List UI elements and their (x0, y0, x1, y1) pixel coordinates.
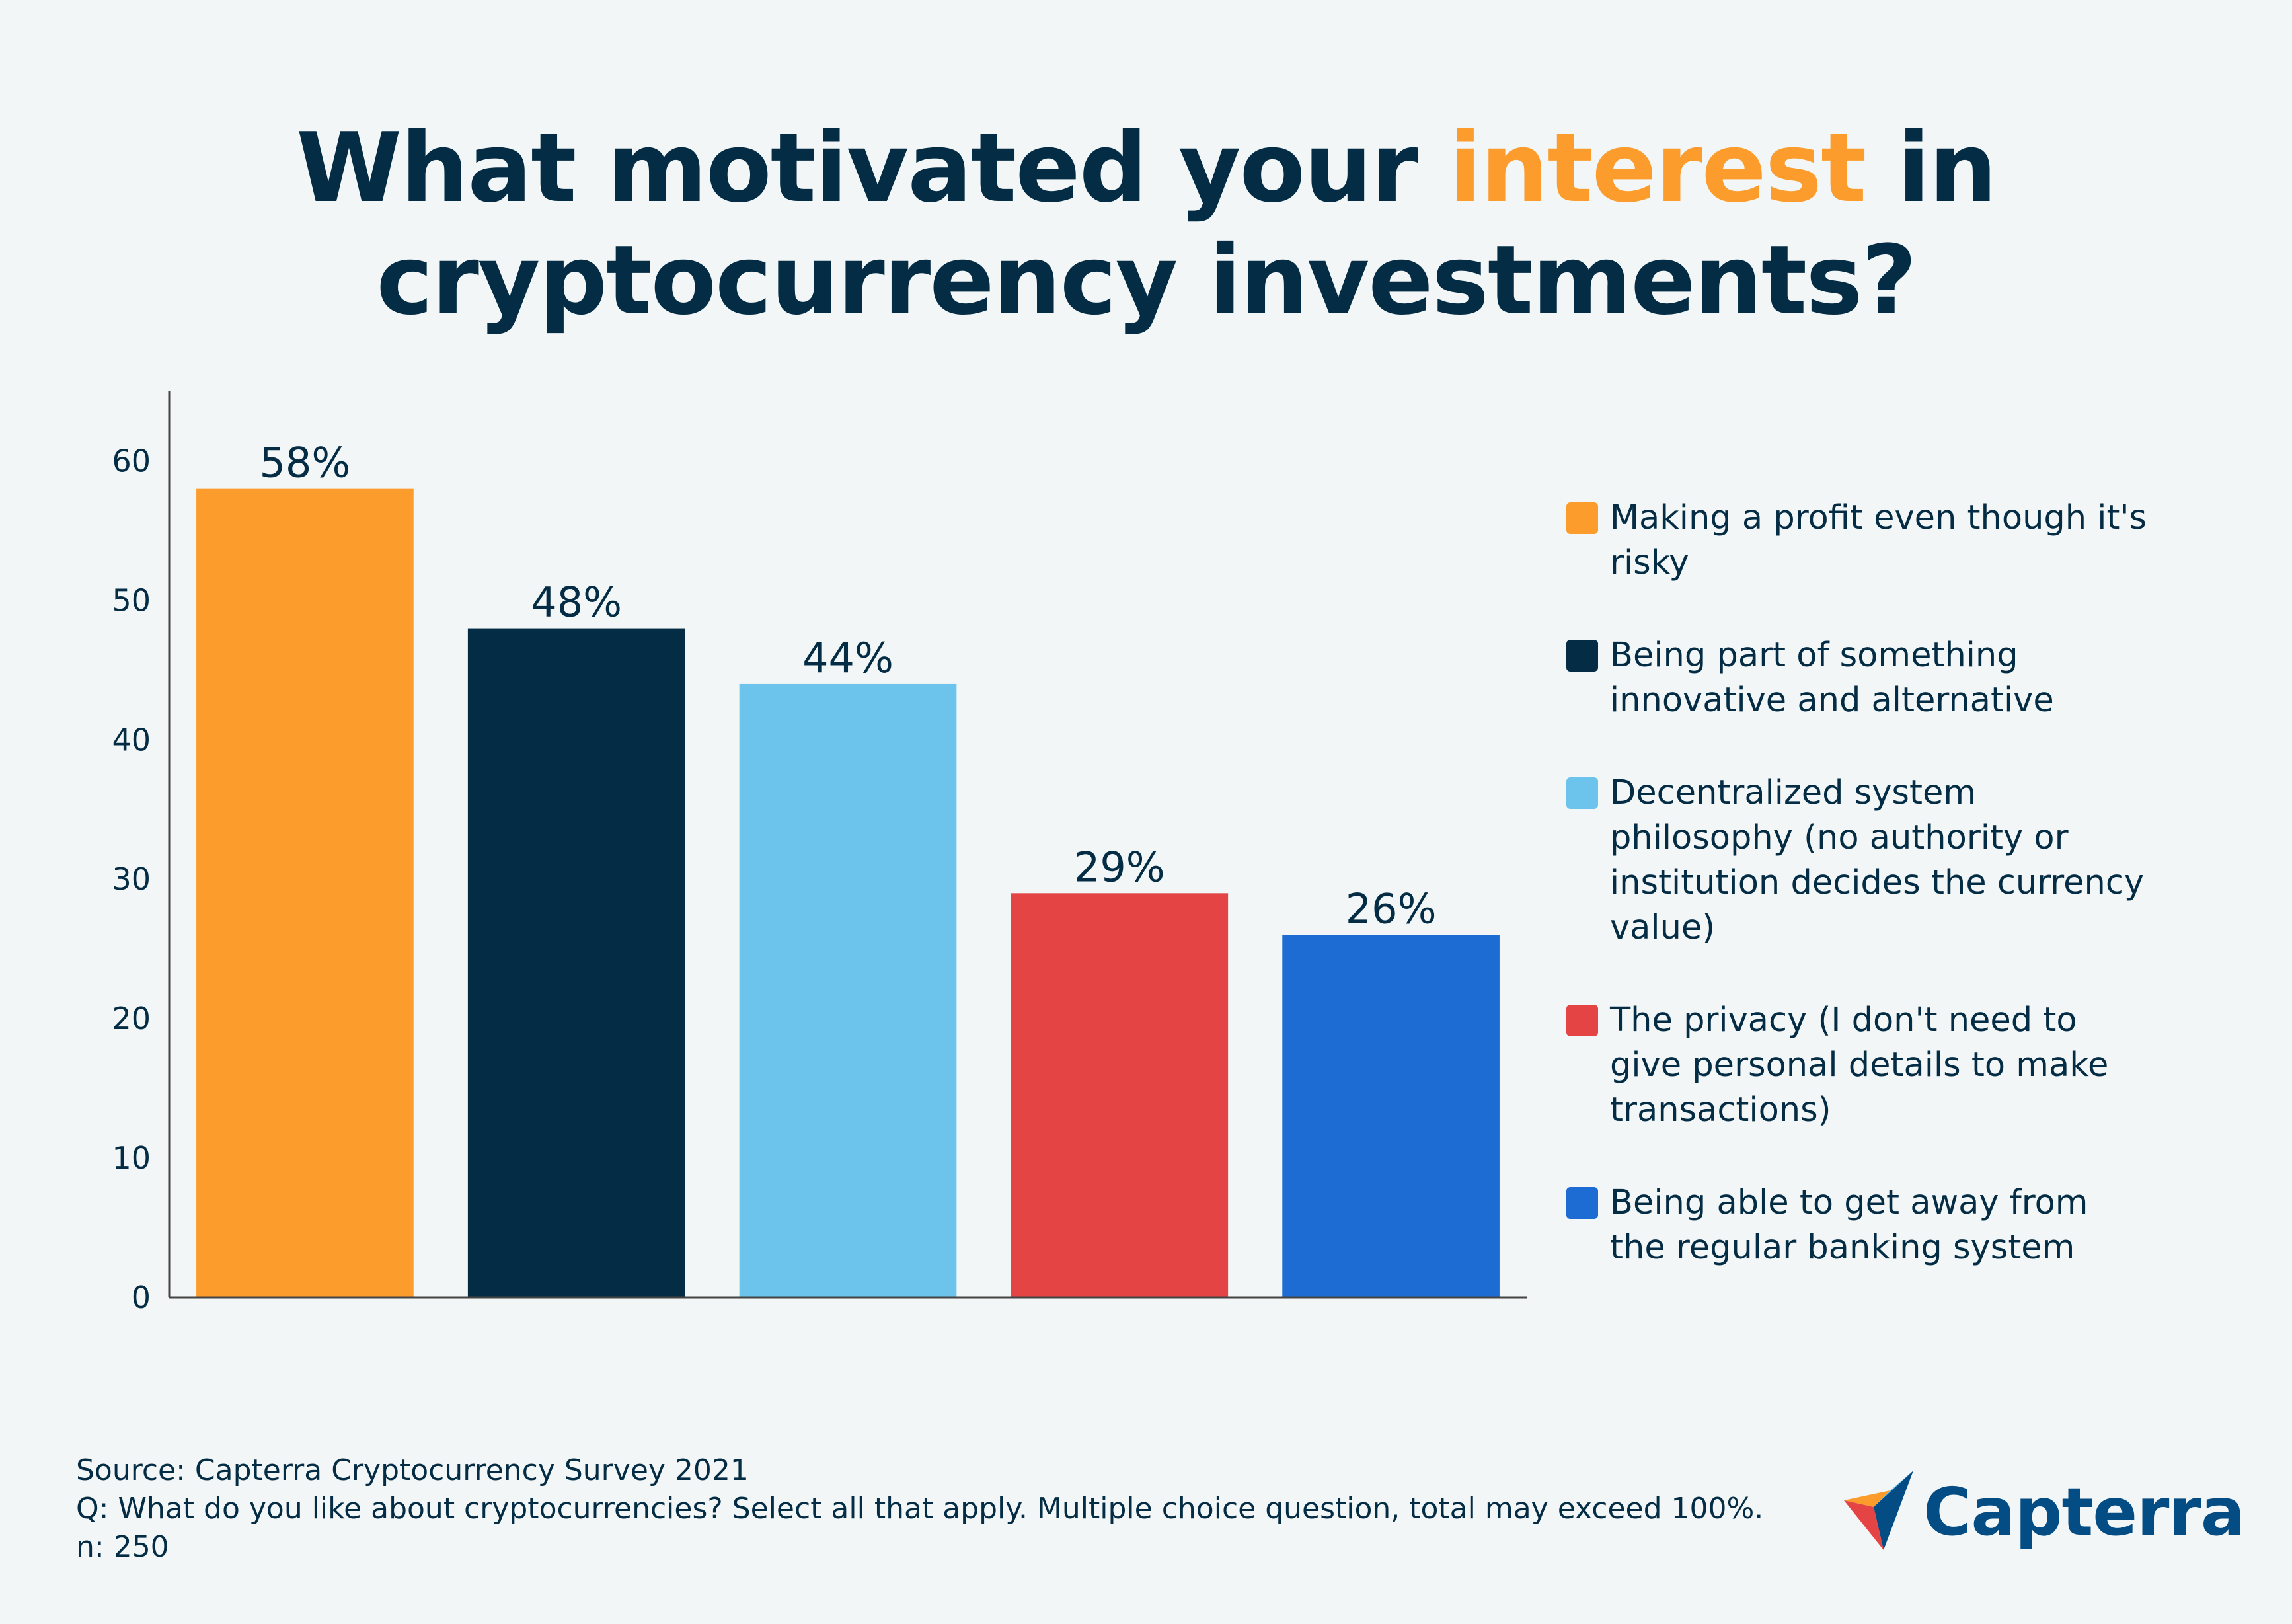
legend-item-banking: Being able to get away from the regular … (1566, 1180, 2161, 1270)
legend-swatch (1566, 640, 1598, 672)
logo-text: Capterra (1923, 1473, 2245, 1551)
legend-item-decentralized: Decentralized system philosophy (no auth… (1566, 771, 2161, 950)
sample-size-note: n: 250 (76, 1530, 169, 1564)
title-highlight: interest (1449, 112, 1866, 224)
title-line-1: What motivated your interest in (296, 112, 1997, 224)
legend-swatch (1566, 1005, 1598, 1036)
chart-title: What motivated your interest in cryptocu… (0, 112, 2292, 337)
legend-swatch (1566, 1187, 1598, 1219)
legend-item-privacy: The privacy (I don't need to give person… (1566, 998, 2161, 1133)
legend-swatch (1566, 502, 1598, 534)
y-axis-ticks: 0 10 20 30 40 50 60 (112, 443, 151, 1315)
bar (1011, 893, 1229, 1297)
y-tick-label: 60 (112, 443, 151, 479)
y-tick-label: 10 (112, 1140, 151, 1176)
legend-item-profit: Making a profit even though it's risky (1566, 496, 2161, 586)
bar (1282, 935, 1500, 1297)
bar-value-label: 26% (1346, 885, 1437, 933)
legend: Making a profit even though it's risky B… (1566, 496, 2161, 1318)
footer-notes: Source: Capterra Cryptocurrency Survey 2… (76, 1451, 1763, 1566)
y-tick-label: 50 (112, 582, 151, 618)
y-tick-label: 20 (112, 1001, 151, 1036)
bar (467, 628, 685, 1297)
y-tick-label: 30 (112, 861, 151, 897)
bar-value-label: 44% (802, 634, 894, 682)
source-note: Source: Capterra Cryptocurrency Survey 2… (76, 1453, 749, 1487)
y-tick-label: 0 (132, 1280, 151, 1315)
title-line-2: cryptocurrency investments? (376, 225, 1917, 336)
y-tick-label: 40 (112, 722, 151, 757)
capterra-logo: Capterra (1844, 1471, 2245, 1551)
bar-value-label: 29% (1074, 843, 1165, 891)
bar-value-label: 48% (531, 578, 622, 627)
bar (196, 488, 414, 1297)
bars (196, 488, 1500, 1297)
question-note: Q: What do you like about cryptocurrenci… (76, 1492, 1764, 1526)
legend-swatch (1566, 777, 1598, 809)
value-labels: 58% 48% 44% 29% 26% (259, 439, 1436, 933)
bar (739, 683, 957, 1297)
legend-item-innovative: Being part of something innovative and a… (1566, 633, 2161, 723)
capterra-arrow-icon (1844, 1471, 1913, 1550)
bar-value-label: 58% (259, 439, 350, 487)
